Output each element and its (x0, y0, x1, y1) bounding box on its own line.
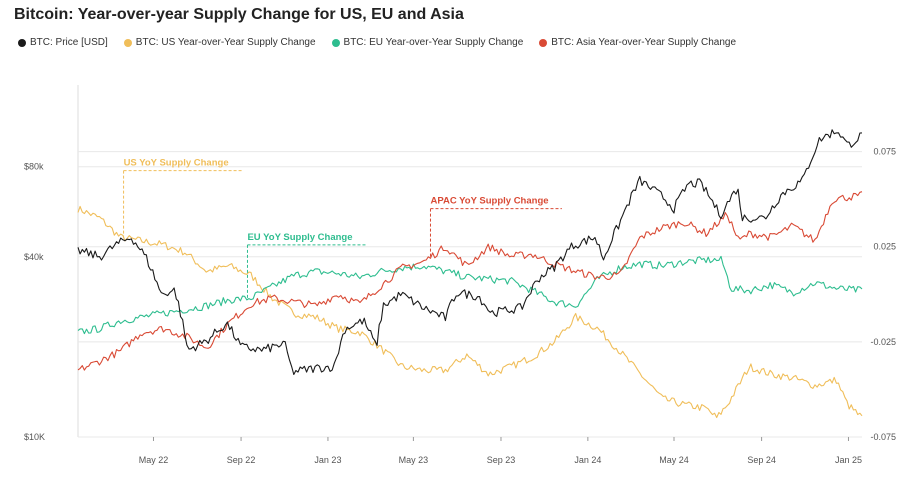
annotation-eu-label: EU YoY Supply Change (247, 232, 352, 243)
legend-label-us: BTC: US Year-over-Year Supply Change (135, 37, 316, 48)
series-line-eu (77, 255, 863, 335)
y-right-tick-label: 0.025 (873, 242, 896, 252)
x-tick-label: Sep 23 (487, 455, 516, 465)
x-tick-label: Jan 23 (314, 455, 341, 465)
y-left-tick-label: $40k (24, 252, 44, 262)
y-right-tick-label: -0.025 (870, 337, 896, 347)
x-tick-label: Jan 25 (835, 455, 862, 465)
legend-dot-us (123, 38, 132, 47)
series-line-price (77, 129, 863, 376)
legend-label-asia: BTC: Asia Year-over-Year Supply Change (551, 37, 737, 48)
x-tick-label: Sep 22 (227, 455, 256, 465)
y-right-tick-label: 0.075 (873, 147, 896, 157)
legend-dot-price (18, 38, 26, 47)
annotation-asia-label: APAC YoY Supply Change (430, 196, 548, 207)
legend: BTC: Price [USD] BTC: US Year-over-Year … (18, 37, 736, 48)
legend-dot-eu (331, 38, 340, 47)
legend-label-eu: BTC: EU Year-over-Year Supply Change (343, 37, 524, 48)
y-left-tick-label: $80k (24, 162, 44, 172)
legend-dot-asia (539, 38, 548, 47)
x-tick-label: May 22 (139, 455, 169, 465)
legend-item-us[interactable]: BTC: US Year-over-Year Supply Change (123, 37, 316, 48)
legend-item-asia[interactable]: BTC: Asia Year-over-Year Supply Change (539, 37, 736, 48)
annotation-us-label: US YoY Supply Change (124, 158, 229, 169)
legend-item-price[interactable]: BTC: Price [USD] (18, 37, 108, 48)
x-tick-label: May 23 (399, 455, 429, 465)
x-tick-label: May 24 (659, 455, 689, 465)
series-line-asia (77, 191, 863, 371)
legend-label-price: BTC: Price [USD] (30, 37, 108, 48)
y-left-tick-label: $10K (24, 432, 45, 442)
y-right-tick-label: -0.075 (870, 432, 896, 442)
x-tick-label: Jan 24 (574, 455, 601, 465)
x-tick-label: Sep 24 (747, 455, 776, 465)
series-line-us (77, 205, 863, 419)
legend-item-eu[interactable]: BTC: EU Year-over-Year Supply Change (331, 37, 524, 48)
chart-title: Bitcoin: Year-over-year Supply Change fo… (14, 6, 464, 23)
